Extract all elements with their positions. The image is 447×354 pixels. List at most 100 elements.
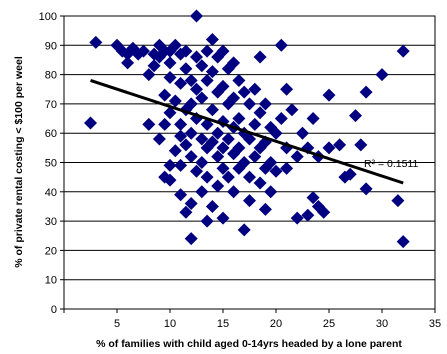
data-point [205, 199, 219, 213]
data-point [216, 211, 230, 225]
data-point [216, 79, 230, 93]
data-point [359, 182, 373, 196]
data-point [216, 141, 230, 155]
data-point [258, 202, 272, 216]
x-axis-ticks: 5 10 15 20 25 30 35 [63, 309, 441, 330]
data-point [211, 126, 225, 140]
data-point [227, 91, 241, 105]
x-axis-title: % of families with child aged 0-14yrs he… [96, 338, 402, 350]
y-tick-label: 30 [45, 216, 57, 228]
data-point [221, 132, 235, 146]
data-point [322, 141, 336, 155]
y-tick-label: 90 [45, 40, 57, 52]
data-point [163, 158, 177, 172]
data-point [205, 65, 219, 79]
trendline [90, 79, 404, 185]
data-point [142, 117, 156, 131]
data-point [317, 205, 331, 219]
data-point [269, 164, 283, 178]
data-point [396, 235, 410, 249]
data-point [174, 129, 188, 143]
y-tick-label: 80 [45, 70, 57, 82]
data-point [375, 68, 389, 82]
x-tick-label: 10 [164, 318, 176, 330]
data-point [184, 97, 198, 111]
data-point [264, 185, 278, 199]
data-point [354, 138, 368, 152]
data-point [195, 185, 209, 199]
data-point [216, 161, 230, 175]
data-point [205, 103, 219, 117]
data-point [264, 156, 278, 169]
data-point [195, 156, 209, 169]
data-point [168, 94, 182, 108]
data-point [306, 191, 320, 205]
y-axis-ticks: 0 10 20 30 40 50 60 70 80 90 100 [39, 11, 64, 316]
x-tick-label: 5 [114, 318, 120, 330]
data-point [253, 106, 267, 120]
data-point [349, 109, 362, 123]
data-point [243, 194, 256, 208]
data-point [221, 170, 235, 184]
data-point [184, 126, 198, 140]
data-point [195, 59, 209, 73]
data-point [391, 194, 405, 208]
data-point [248, 82, 262, 96]
data-point [343, 167, 357, 181]
data-point [179, 44, 193, 58]
data-point [296, 126, 309, 140]
data-point [205, 32, 219, 46]
data-point [248, 117, 262, 131]
data-point [232, 112, 246, 126]
data-point [163, 71, 177, 85]
data-point [190, 82, 203, 96]
data-point [253, 50, 267, 64]
data-point [274, 38, 288, 52]
data-point [121, 47, 135, 61]
data-point [84, 116, 97, 130]
data-point [248, 150, 262, 164]
data-point [211, 179, 225, 193]
y-axis-title: % of private rental costing < $100 per w… [13, 56, 25, 268]
data-point [184, 73, 198, 87]
data-point [237, 85, 251, 99]
x-tick-label: 30 [376, 318, 388, 330]
y-tick-label: 100 [39, 11, 57, 23]
data-point [200, 214, 214, 228]
data-point [322, 88, 336, 102]
data-points [84, 9, 410, 249]
data-point [211, 150, 225, 164]
data-point [280, 161, 294, 175]
y-tick-label: 20 [45, 245, 57, 257]
data-point [280, 82, 294, 96]
data-point [152, 132, 166, 146]
data-point [158, 117, 172, 131]
data-point [227, 185, 241, 199]
y-tick-label: 0 [51, 304, 57, 316]
data-point [147, 59, 161, 73]
x-tick-label: 35 [429, 318, 441, 330]
data-point [137, 44, 150, 58]
data-point [232, 141, 246, 155]
data-point [184, 197, 198, 211]
data-point [243, 97, 256, 111]
data-point [190, 164, 203, 178]
data-point [200, 73, 214, 87]
data-point [184, 232, 198, 246]
y-tick-label: 10 [45, 275, 57, 287]
y-tick-label: 50 [45, 158, 57, 170]
data-point [237, 223, 251, 237]
data-point [333, 138, 347, 152]
data-point [163, 106, 177, 120]
data-point [290, 211, 304, 225]
y-tick-label: 60 [45, 128, 57, 140]
data-point [174, 158, 188, 172]
data-point [200, 170, 214, 184]
data-point [243, 170, 256, 184]
data-point [195, 91, 209, 105]
data-point [179, 205, 193, 219]
data-point [237, 156, 251, 169]
x-tick-label: 15 [217, 318, 229, 330]
data-point [301, 208, 315, 222]
